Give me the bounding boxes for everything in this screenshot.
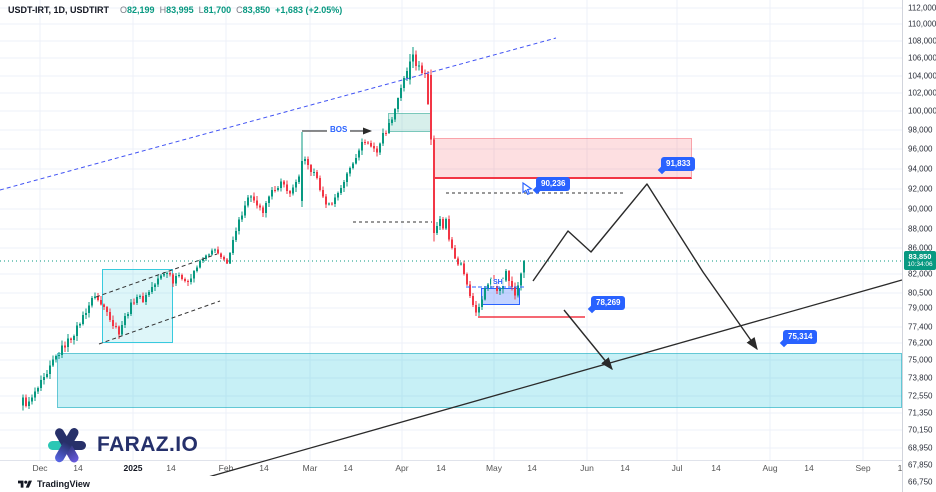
price-axis-label: 92,000 — [908, 184, 933, 194]
price-axis-label: 98,000 — [908, 125, 933, 135]
price-axis-label: 77,400 — [908, 322, 933, 332]
price-axis-label: 90,000 — [908, 204, 933, 214]
faraz-logo-text: FARAZ.IO — [97, 433, 199, 456]
price-axis-label: 104,000 — [908, 71, 936, 81]
price-axis-label: 70,150 — [908, 425, 933, 435]
price-axis-label: 73,800 — [908, 373, 933, 383]
price-axis-label: 106,000 — [908, 53, 936, 63]
time-axis-label: Dec — [32, 463, 48, 473]
price-axis-label: 82,000 — [908, 269, 933, 279]
ohlc-val: 83,850 — [242, 5, 271, 15]
price-axis-label: 75,000 — [908, 355, 933, 365]
price-axis-label: 100,000 — [908, 106, 936, 116]
tradingview-icon — [18, 480, 32, 488]
price-axis[interactable]: 83,850 10:34:06 112,000 110,000 108,000 106… — [902, 0, 936, 492]
ohlc-key: C — [236, 5, 243, 15]
bar-countdown: 10:34:06 — [907, 261, 933, 268]
tradingview-label[interactable]: TradingView — [37, 479, 90, 489]
change-value: +1,683 (+2.05%) — [275, 5, 343, 15]
faraz-logo-icon — [46, 424, 88, 466]
price-axis-label: 66,750 — [908, 477, 933, 487]
ohlc-val: 81,700 — [203, 5, 232, 15]
ohlc-val: 83,995 — [166, 5, 194, 15]
price-axis-label: 108,000 — [908, 36, 936, 46]
time-axis-label: 14 — [73, 463, 83, 473]
ohlc-values: O82,199 H83,995 L81,700 C83,850 — [115, 5, 270, 15]
price-axis-label: 71,350 — [908, 408, 933, 418]
price-axis-label: 112,000 — [908, 3, 936, 13]
price-tag-75314[interactable]: 75,314 — [779, 330, 818, 348]
attribution-row[interactable]: TradingView — [0, 476, 902, 492]
price-axis-label: 96,000 — [908, 144, 933, 154]
price-axis-label: 80,500 — [908, 288, 933, 298]
price-axis-label: 79,000 — [908, 303, 933, 313]
price-axis-label: 68,950 — [908, 443, 933, 453]
ohlc-key: O — [120, 5, 128, 15]
ohlc-key: L — [198, 5, 204, 15]
price-axis-label: 102,000 — [908, 88, 936, 98]
price-axis-label: 110,000 — [908, 19, 936, 29]
price-axis-label: 86,000 — [908, 243, 933, 253]
time-axis-label: 2025 — [123, 463, 143, 473]
faraz-watermark: FARAZ.IO — [46, 423, 198, 467]
last-price: 83,850 — [908, 252, 932, 261]
price-axis-label: 88,000 — [908, 224, 933, 234]
ohlc-val: 82,199 — [127, 5, 155, 15]
price-axis-label: 72,550 — [908, 391, 933, 401]
price-axis-label: 76,200 — [908, 338, 933, 348]
symbol-legend[interactable]: USDT-IRT, 1D, USDTIRT O82,199 H83,995 L81,7… — [8, 5, 342, 15]
time-axis-label: 14 — [166, 463, 176, 473]
price-axis-label: 94,000 — [908, 164, 933, 174]
price-tag-91833[interactable]: 91,833 — [657, 157, 696, 175]
ohlc-key: H — [159, 5, 167, 15]
last-price-badge[interactable]: 83,850 10:34:06 — [904, 251, 936, 270]
price-tag-90236[interactable]: 90,236 — [532, 177, 571, 195]
symbol-title[interactable]: USDT-IRT, 1D, USDTIRT — [8, 5, 110, 15]
price-axis-label: 67,850 — [908, 460, 933, 470]
price-tag-78269[interactable]: 78,269 — [587, 296, 626, 314]
